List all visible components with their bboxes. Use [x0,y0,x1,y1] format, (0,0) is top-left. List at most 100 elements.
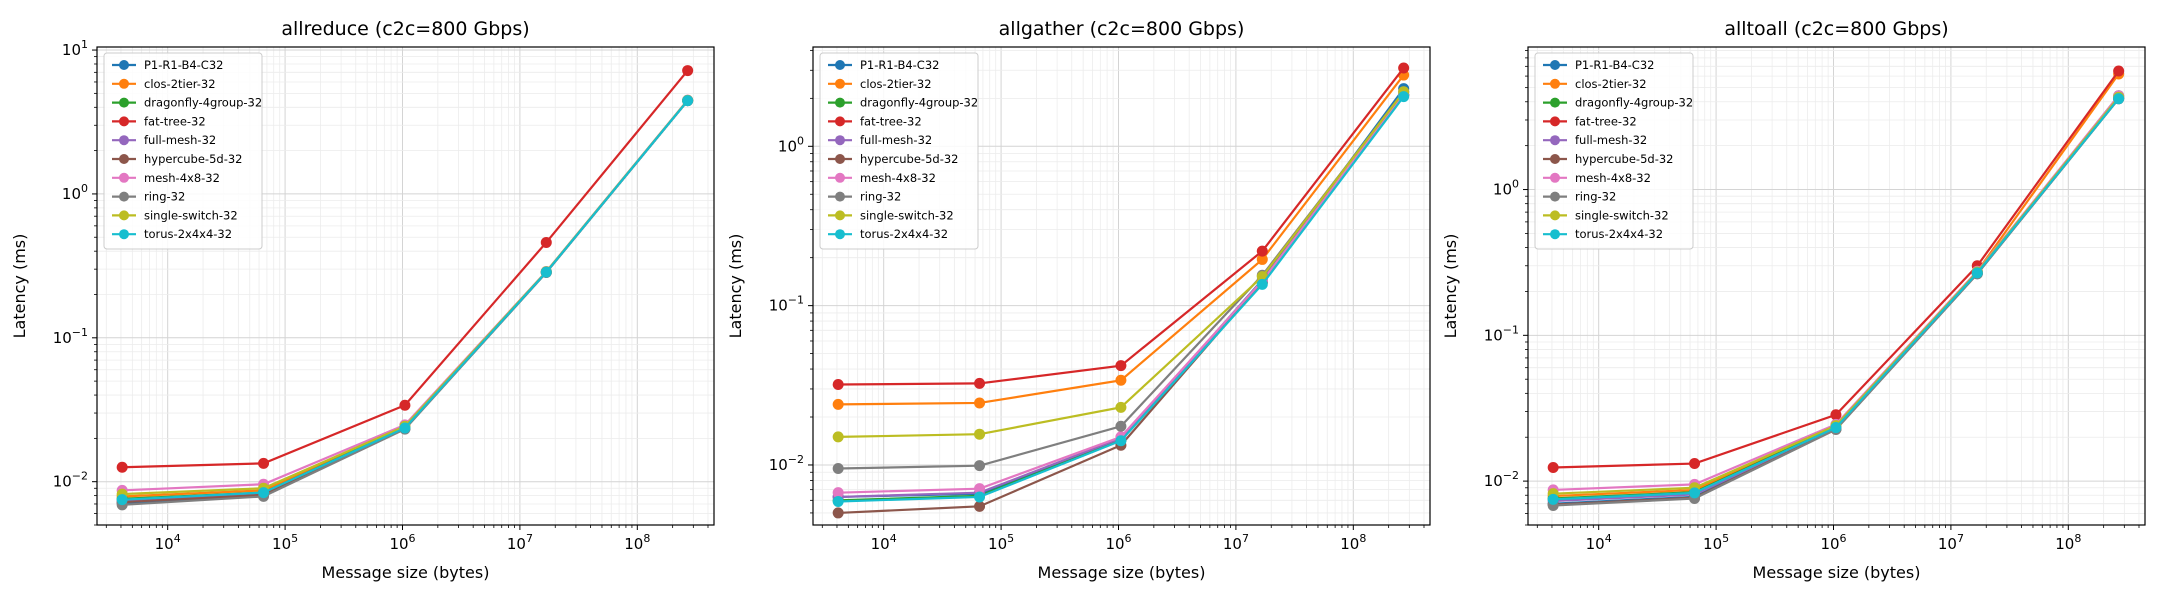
x-tick-label: 108 [1340,532,1366,553]
legend-swatch-marker [119,229,129,240]
data-point [116,461,128,473]
x-tick-label: 108 [624,532,650,553]
y-tick-label: 100 [62,182,88,203]
legend-label: mesh-4x8-32 [144,171,220,185]
data-point [974,428,986,440]
legend-label: torus-2x4x4-32 [1575,227,1663,241]
data-point [682,65,694,77]
panel-2: 104 105 106 107 108 10−2 10−1 100 alltoall (c2c=… [1441,18,2146,582]
data-point [1398,91,1410,103]
data-point [974,377,986,389]
y-tick-label: 10−2 [53,470,88,491]
legend-label: mesh-4x8-32 [1575,171,1651,185]
data-point [974,500,986,512]
x-tick-label: 104 [871,532,897,553]
data-point [1256,278,1268,290]
data-point [832,398,844,410]
legend-swatch-marker [119,97,129,108]
legend-swatch-marker [1550,135,1560,146]
legend-box [103,52,263,250]
panel-1: 104 105 106 107 108 10−2 10−1 100 allgather (c2c… [726,18,1431,582]
legend: P1-R1-B4-C32 clos-2tier-32 dragonfly-4grou… [1534,52,1694,250]
y-tick-label: 10−1 [769,294,804,315]
data-point [1830,422,1842,434]
data-point [1115,360,1127,372]
data-point [832,495,844,507]
legend-label: clos-2tier-32 [1575,77,1647,91]
chart-title: allgather (c2c=800 Gbps) [999,18,1245,40]
y-axis-label: Latency (ms) [10,234,29,339]
x-axis-label: Message size (bytes) [322,563,490,582]
x-tick-label: 105 [988,532,1014,553]
legend-swatch-marker [119,116,129,127]
axes-frame [1527,46,2146,526]
y-axis-label: Latency (ms) [726,234,745,339]
data-point [1689,487,1701,499]
x-tick-label: 107 [507,532,533,553]
x-axis-label: Message size (bytes) [1753,563,1921,582]
x-tick-label: 105 [1703,532,1729,553]
legend-label: ring-32 [860,190,901,204]
legend-label: full-mesh-32 [860,133,932,147]
data-point [2113,65,2125,77]
data-point [1547,493,1559,505]
data-point [682,95,694,107]
y-axis-label: Latency (ms) [1441,234,1460,339]
data-point [832,463,844,475]
x-tick-label: 105 [272,532,298,553]
y-tick-label: 10−1 [1484,323,1519,344]
data-point [116,494,128,506]
data-point [974,460,986,472]
legend-label: dragonfly-4group-32 [144,96,262,110]
legend-box [1534,52,1694,250]
legend-label: P1-R1-B4-C32 [860,58,939,72]
legend-label: fat-tree-32 [1575,114,1637,128]
x-tick-label: 107 [1938,532,1964,553]
legend-label: mesh-4x8-32 [860,171,936,185]
legend-swatch-marker [119,210,129,221]
y-tick-label: 101 [62,38,88,59]
data-point [832,431,844,443]
legend-label: P1-R1-B4-C32 [144,58,223,72]
data-point [1830,409,1842,421]
legend-swatch-marker [1550,229,1560,240]
data-point [1115,435,1127,447]
legend-swatch-marker [835,229,845,240]
data-point [1547,461,1559,473]
data-point [2113,93,2125,105]
legend: P1-R1-B4-C32 clos-2tier-32 dragonfly-4grou… [819,52,979,250]
legend-swatch-marker [1550,78,1560,89]
data-point [832,378,844,390]
series-group [832,62,1410,519]
x-tick-label: 108 [2055,532,2081,553]
data-point [1256,253,1268,265]
legend-swatch-marker [835,78,845,89]
data-point [258,487,270,499]
legend-label: clos-2tier-32 [144,77,216,91]
x-tick-label: 107 [1223,532,1249,553]
legend-swatch-marker [1550,116,1560,127]
legend-swatch-marker [119,60,129,70]
legend-label: single-switch-32 [1575,208,1669,222]
legend-swatch-marker [1550,154,1560,164]
x-tick-label: 104 [155,532,181,553]
data-point [1115,420,1127,432]
legend-swatch-marker [835,135,845,146]
data-point [399,422,411,434]
data-point [1689,458,1701,470]
legend-label: fat-tree-32 [144,114,206,128]
legend-label: dragonfly-4group-32 [860,96,978,110]
panel-0: 104 105 106 107 108 10−2 10−1 100 101 allreduce (… [10,18,715,582]
legend-swatch-marker [835,116,845,127]
data-point [974,483,986,495]
legend-swatch-marker [119,78,129,89]
data-point [1971,267,1983,279]
legend-label: dragonfly-4group-32 [1575,96,1693,110]
legend-swatch-marker [835,97,845,108]
data-point [399,399,411,411]
data-point [974,491,986,503]
legend-swatch-marker [119,172,129,183]
legend-swatch-marker [1550,60,1560,70]
legend-swatch-marker [1550,97,1560,108]
